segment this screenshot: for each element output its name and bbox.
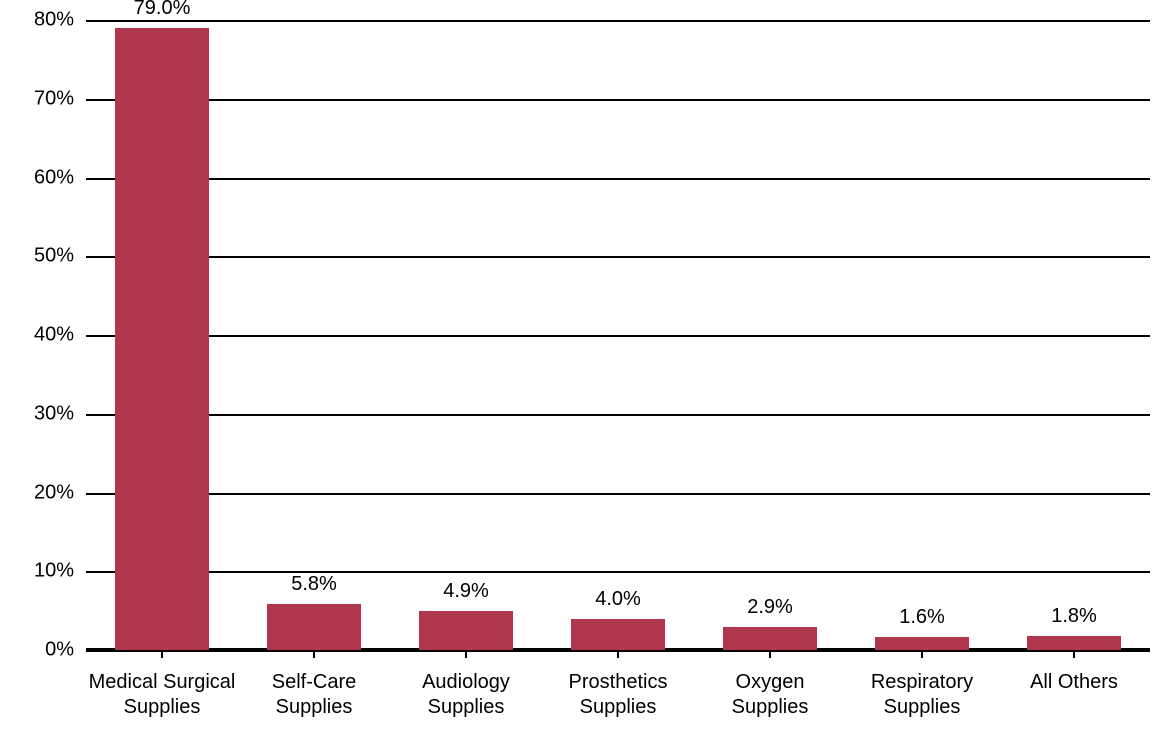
x-tick-label: RespiratorySupplies [846,670,998,720]
x-tick-mark [313,650,315,658]
bar-value-label: 79.0% [134,0,191,20]
x-tick-mark [769,650,771,658]
plot-area: 0%10%20%30%40%50%60%70%80%79.0%5.8%4.9%4… [86,20,1150,650]
x-tick-label: OxygenSupplies [694,670,846,720]
y-tick-label: 10% [34,560,74,583]
y-tick-label: 60% [34,166,74,189]
x-tick-label: Self-CareSupplies [238,670,390,720]
y-tick-label: 20% [34,481,74,504]
bar-value-label: 4.9% [443,580,489,603]
bar-value-label: 1.8% [1051,605,1097,628]
x-tick-label: Medical SurgicalSupplies [86,670,238,720]
y-tick-label: 50% [34,245,74,268]
x-tick-mark [921,650,923,658]
bars-layer: 79.0%5.8%4.9%4.0%2.9%1.6%1.8% [86,20,1150,650]
y-tick-label: 80% [34,9,74,32]
x-tick-label: AudiologySupplies [390,670,542,720]
bar-value-label: 5.8% [291,573,337,596]
bar [267,604,361,650]
y-tick-label: 40% [34,324,74,347]
x-tick-mark [1073,650,1075,658]
y-tick-label: 30% [34,402,74,425]
bar [115,28,209,650]
bar [571,619,665,651]
bar-value-label: 2.9% [747,596,793,619]
x-tick-mark [465,650,467,658]
bar-chart: 0% 10% 20% 30% 40% 50% 60% 70% 80% 79.0% 5.8% 4.9% 4… [0,0,1170,740]
y-tick-label: 0% [45,639,74,662]
bar [1027,636,1121,650]
x-tick-mark [617,650,619,658]
bar-value-label: 1.6% [899,606,945,629]
bar [723,627,817,650]
x-tick-label: ProstheticsSupplies [542,670,694,720]
bar [875,637,969,650]
y-tick-label: 70% [34,87,74,110]
bar [419,611,513,650]
x-tick-mark [161,650,163,658]
bar-value-label: 4.0% [595,588,641,611]
x-tick-label: All Others [998,670,1150,695]
